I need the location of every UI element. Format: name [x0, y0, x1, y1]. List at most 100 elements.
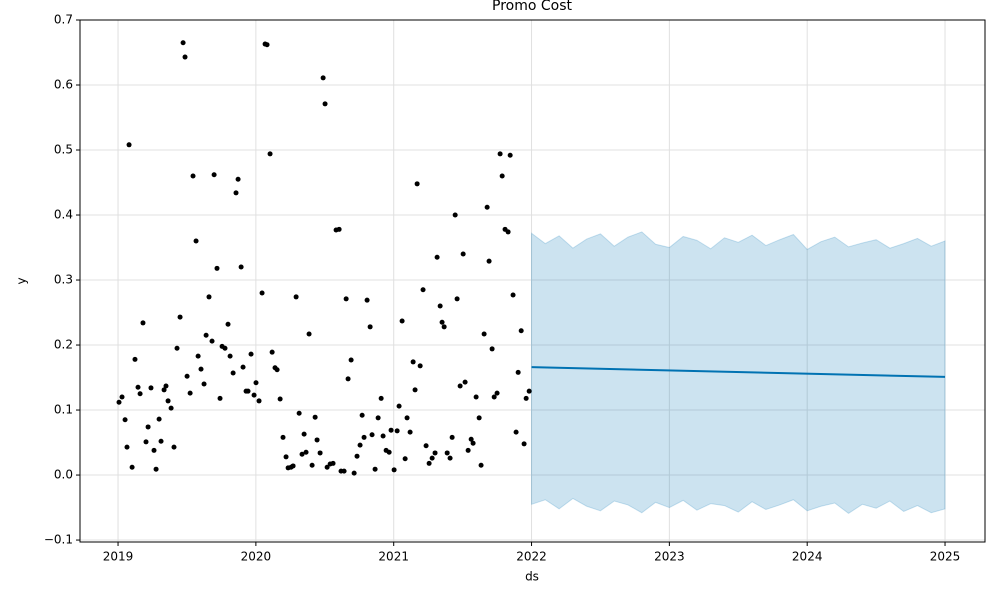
data-point [354, 453, 360, 459]
data-point [518, 328, 524, 334]
data-point [391, 467, 397, 473]
data-point [211, 172, 217, 178]
data-point [126, 142, 132, 148]
data-point [394, 428, 400, 434]
data-point [193, 238, 199, 244]
data-point [116, 399, 122, 405]
data-point [497, 151, 503, 157]
data-point [145, 424, 151, 430]
chart-title: Promo Cost [492, 0, 572, 14]
y-tick-label: 0.5 [54, 143, 73, 157]
data-point [330, 460, 336, 466]
data-point [135, 384, 141, 390]
x-tick-label: 2025 [930, 550, 961, 564]
data-point [201, 381, 207, 387]
data-point [437, 303, 443, 309]
data-point [494, 390, 500, 396]
x-tick-label: 2019 [103, 550, 134, 564]
data-point [309, 462, 315, 468]
data-point [171, 444, 177, 450]
data-point [132, 356, 138, 362]
data-point [348, 357, 354, 363]
data-point [465, 447, 471, 453]
data-point [180, 40, 186, 46]
data-point [460, 251, 466, 257]
data-point [217, 395, 223, 401]
data-point [256, 398, 262, 404]
data-point [523, 395, 529, 401]
data-point [341, 468, 347, 474]
data-point [457, 383, 463, 389]
data-point [473, 394, 479, 400]
data-point [148, 385, 154, 391]
data-point [345, 376, 351, 382]
data-point [119, 394, 125, 400]
data-point [222, 345, 228, 351]
data-point [267, 151, 273, 157]
data-point [158, 438, 164, 444]
data-point [336, 226, 342, 232]
data-point [515, 369, 521, 375]
data-point [301, 431, 307, 437]
data-point [499, 173, 505, 179]
data-point [489, 346, 495, 352]
data-point [404, 415, 410, 421]
data-point [420, 287, 426, 293]
x-tick-label: 2022 [516, 550, 547, 564]
data-point [410, 359, 416, 365]
data-point [184, 373, 190, 379]
x-axis-label: ds [525, 570, 539, 584]
data-point [423, 443, 429, 449]
data-point [238, 264, 244, 270]
data-point [444, 450, 450, 456]
data-point [248, 351, 254, 357]
data-point [163, 383, 169, 389]
data-point [195, 353, 201, 359]
data-point [137, 391, 143, 397]
data-point [277, 396, 283, 402]
data-point [484, 204, 490, 210]
data-point [177, 314, 183, 320]
data-point [303, 449, 309, 455]
data-point [151, 447, 157, 453]
y-tick-label: 0.4 [54, 208, 73, 222]
data-point [481, 331, 487, 337]
data-point [296, 410, 302, 416]
data-point [449, 434, 455, 440]
data-point [322, 101, 328, 107]
data-point [476, 415, 482, 421]
data-point [470, 440, 476, 446]
data-point [521, 441, 527, 447]
data-point [209, 338, 215, 344]
data-point [269, 349, 275, 355]
data-point [198, 366, 204, 372]
data-point [314, 437, 320, 443]
data-point [426, 460, 432, 466]
data-point [214, 265, 220, 271]
data-point [367, 324, 373, 330]
data-point [227, 353, 233, 359]
data-point [447, 455, 453, 461]
data-point [293, 294, 299, 300]
y-tick-label: 0.0 [54, 468, 73, 482]
data-point [372, 466, 378, 472]
y-tick-label: 0.6 [54, 78, 73, 92]
data-point [429, 455, 435, 461]
data-point [245, 388, 251, 394]
data-point [182, 54, 188, 60]
data-point [156, 416, 162, 422]
data-point [168, 405, 174, 411]
data-point [388, 427, 394, 433]
data-point [357, 442, 363, 448]
data-point [369, 432, 375, 438]
data-point [432, 450, 438, 456]
data-point [161, 387, 167, 393]
data-point [174, 345, 180, 351]
data-point [454, 296, 460, 302]
data-point [240, 364, 246, 370]
x-tick-label: 2021 [378, 550, 409, 564]
data-point [441, 324, 447, 330]
x-tick-label: 2023 [654, 550, 685, 564]
data-point [203, 332, 209, 338]
